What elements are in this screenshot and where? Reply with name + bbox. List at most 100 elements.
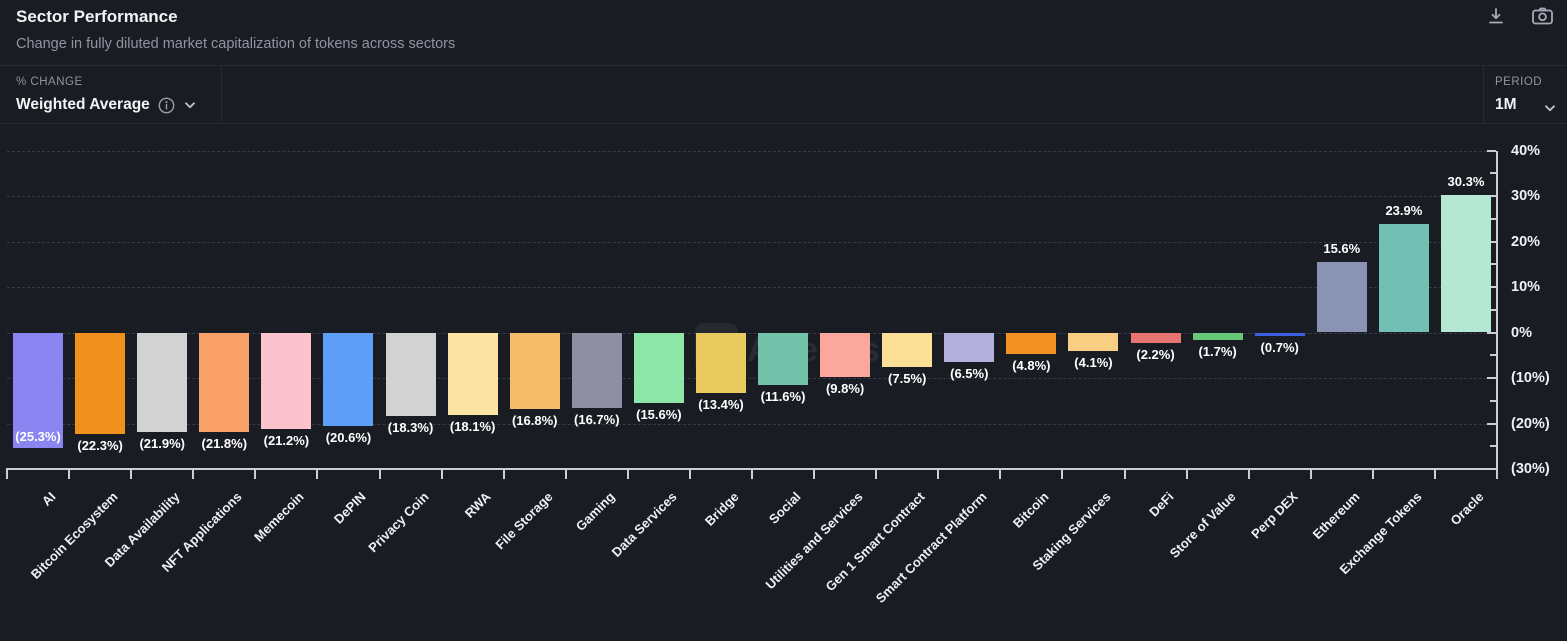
- x-axis-tick: [1061, 469, 1064, 479]
- gridline: [7, 332, 1497, 334]
- y-axis-label: (10%): [1511, 370, 1550, 386]
- bar-data-availability[interactable]: [137, 332, 188, 433]
- download-icon: [1486, 6, 1506, 31]
- bar-value-label: (22.3%): [77, 437, 123, 453]
- x-axis-tick: [316, 469, 319, 479]
- metric-value: Weighted Average: [16, 96, 150, 113]
- y-axis-minor-tick: [1490, 263, 1496, 266]
- bar-staking-services[interactable]: [1068, 332, 1119, 352]
- bar-smart-contract-platform[interactable]: [944, 332, 995, 363]
- x-axis-tick: [1309, 469, 1312, 479]
- bar-value-label: (13.4%): [698, 397, 744, 413]
- x-axis-tick: [378, 469, 381, 479]
- x-axis-tick: [192, 469, 195, 479]
- bar-value-label: (0.7%): [1260, 339, 1299, 355]
- x-axis-tick: [875, 469, 878, 479]
- bar-value-label: (2.2%): [1136, 346, 1175, 362]
- x-axis-tick: [130, 469, 133, 479]
- bar-value-label: (4.8%): [1012, 358, 1051, 374]
- y-axis-tick: [1487, 149, 1496, 152]
- metric-dropdown[interactable]: % CHANGE Weighted Average: [0, 66, 222, 123]
- x-axis-tick: [813, 469, 816, 479]
- y-axis-tick: [1487, 377, 1496, 379]
- bar-value-label: (21.2%): [263, 432, 310, 448]
- chart-header: Sector Performance Change in fully dilut…: [0, 0, 1567, 65]
- x-axis-tick: [68, 469, 71, 479]
- bar-perp-dex[interactable]: [1254, 332, 1305, 336]
- y-axis-label: 10%: [1511, 279, 1541, 295]
- x-axis-tick: [626, 469, 629, 479]
- x-axis-tick: [440, 469, 443, 479]
- x-axis-tick: [937, 469, 940, 479]
- bar-value-label: (20.6%): [325, 430, 372, 446]
- bar-bitcoin[interactable]: [1006, 332, 1057, 355]
- bar-value-label: (6.5%): [950, 366, 989, 382]
- bar-file-storage[interactable]: [509, 332, 560, 409]
- x-axis-tick: [1433, 469, 1436, 479]
- x-axis-tick: [564, 469, 567, 479]
- page-title: Sector Performance: [16, 7, 178, 26]
- bar-value-label: (21.9%): [139, 436, 185, 452]
- bar-oracle[interactable]: [1440, 194, 1491, 333]
- bar-value-label: (18.3%): [387, 419, 434, 435]
- gridline: [7, 287, 1497, 288]
- bar-gaming[interactable]: [571, 332, 622, 409]
- gridline: [7, 241, 1497, 243]
- bar-privacy-coin[interactable]: [385, 332, 436, 416]
- page-subtitle: Change in fully diluted market capitaliz…: [16, 36, 456, 52]
- bar-value-label: (11.6%): [760, 389, 806, 405]
- bar-defi[interactable]: [1130, 332, 1181, 343]
- bar-value-label: 23.9%: [1385, 202, 1423, 218]
- bar-value-label: (9.8%): [825, 381, 865, 397]
- y-axis-minor-tick: [1490, 308, 1496, 311]
- camera-icon: [1531, 6, 1554, 31]
- bar-depin[interactable]: [323, 332, 374, 427]
- y-axis-line: [1496, 151, 1498, 470]
- y-axis-minor-tick: [1490, 445, 1496, 448]
- bar-exchange-tokens[interactable]: [1378, 223, 1429, 333]
- gridline: [7, 378, 1497, 379]
- x-axis-tick: [999, 469, 1002, 479]
- x-axis-tick: [6, 469, 8, 479]
- y-axis-label: 30%: [1511, 188, 1541, 204]
- sector-performance-chart: A Artemis 40%30%20%10%0%(10%)(20%)(30%)(…: [0, 125, 1567, 610]
- x-axis-tick: [1496, 469, 1498, 479]
- y-axis-tick: [1487, 286, 1496, 288]
- y-axis-tick: [1487, 240, 1496, 243]
- gridline: [7, 150, 1497, 152]
- bar-memecoin[interactable]: [261, 332, 312, 429]
- bar-social[interactable]: [758, 332, 809, 386]
- bar-rwa[interactable]: [447, 332, 498, 415]
- screenshot-button[interactable]: [1531, 6, 1554, 31]
- bar-bridge[interactable]: [695, 332, 746, 394]
- bar-ethereum[interactable]: [1316, 261, 1367, 333]
- bar-value-label: (7.5%): [888, 370, 927, 386]
- bar-value-label: 30.3%: [1447, 173, 1485, 189]
- metric-label: % CHANGE: [16, 76, 83, 88]
- x-axis-tick: [751, 469, 753, 479]
- bar-gen-1-smart-contract[interactable]: [882, 332, 933, 367]
- bar-bitcoin-ecosystem[interactable]: [75, 332, 126, 434]
- bar-data-services[interactable]: [633, 332, 684, 404]
- bar-value-label: (16.8%): [511, 412, 558, 428]
- bar-value-label: (1.7%): [1198, 344, 1237, 360]
- y-axis-minor-tick: [1490, 354, 1496, 357]
- bar-store-of-value[interactable]: [1192, 332, 1243, 341]
- x-axis-tick: [1123, 469, 1126, 479]
- bar-ai[interactable]: [13, 332, 64, 448]
- x-axis-tick: [1371, 469, 1374, 479]
- info-circle-icon[interactable]: [158, 97, 175, 114]
- bar-utilities-and-services[interactable]: [820, 332, 871, 378]
- bar-value-label: (16.7%): [574, 412, 620, 428]
- chevron-down-icon: [1543, 101, 1557, 115]
- download-button[interactable]: [1485, 6, 1507, 31]
- bar-nft-applications[interactable]: [199, 332, 250, 432]
- y-axis-label: (20%): [1511, 415, 1550, 432]
- period-dropdown[interactable]: PERIOD 1M: [1483, 66, 1567, 123]
- y-axis-minor-tick: [1490, 399, 1496, 402]
- x-axis-tick: [254, 469, 257, 479]
- period-label: PERIOD: [1495, 76, 1543, 88]
- x-axis-tick: [1247, 469, 1250, 479]
- bar-value-label: (21.8%): [201, 435, 248, 451]
- y-axis-tick: [1487, 468, 1496, 470]
